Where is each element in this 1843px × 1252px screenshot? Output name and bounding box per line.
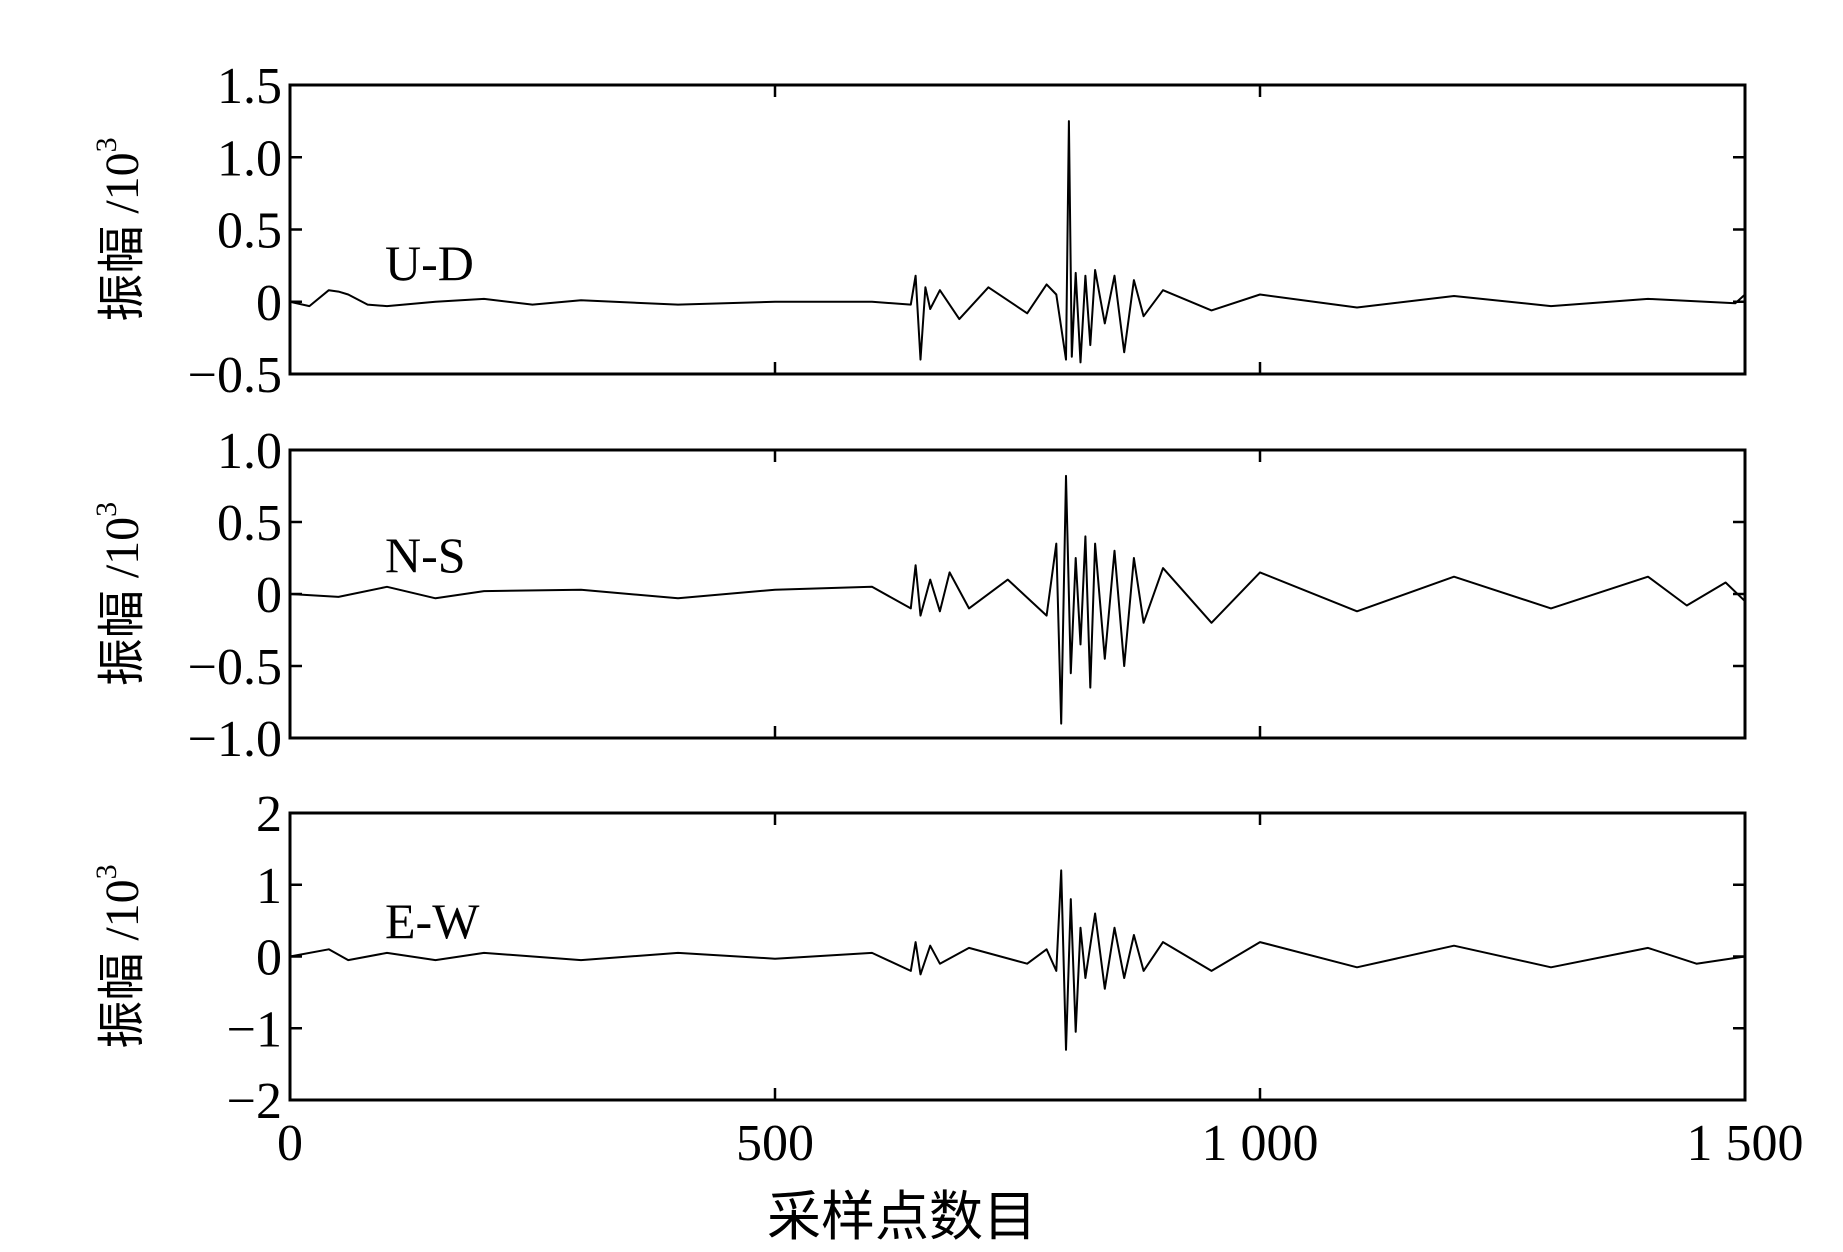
trace-u-d	[289, 120, 1746, 364]
x-tick-label: 1 500	[1687, 1115, 1804, 1172]
y-axis-label: 振幅 /103	[90, 137, 149, 321]
panels: −0.5 0 0.5 1.0 1.5 U-D 振幅 /103 −1.0 −0.5 0 0.5 1.0 N…	[90, 58, 1747, 1130]
trace-n-s	[289, 474, 1746, 725]
y-tick-label: 1.5	[217, 58, 282, 115]
y-tick-label: 2	[256, 786, 282, 843]
y-tick-label: 1.0	[217, 423, 282, 480]
y-axis-label: 振幅 /103	[90, 502, 149, 686]
panel-u-d: −0.5 0 0.5 1.0 1.5 U-D 振幅 /103	[90, 58, 1747, 404]
y-tick-label: −0.5	[188, 639, 282, 696]
y-tick-label: 1.0	[217, 130, 282, 187]
trace-e-w	[289, 869, 1746, 1051]
y-axis-label: 振幅 /103	[90, 864, 149, 1048]
component-label: U-D	[385, 235, 474, 291]
y-tick-label: −1.0	[188, 711, 282, 768]
y-tick-label: 0	[256, 567, 282, 624]
y-tick-label: −0.5	[188, 347, 282, 404]
y-tick-label: 0	[256, 930, 282, 987]
x-tick-label: 500	[736, 1115, 814, 1172]
component-label: N-S	[385, 527, 466, 583]
component-label: E-W	[385, 893, 480, 949]
x-tick-label: 1 000	[1202, 1115, 1319, 1172]
y-tick-label: −2	[227, 1073, 282, 1130]
y-tick-label: 1	[256, 858, 282, 915]
y-tick-label: 0.5	[217, 495, 282, 552]
y-tick-label: 0.5	[217, 203, 282, 260]
y-tick-label: 0	[256, 275, 282, 332]
x-tick-label: 0	[277, 1115, 303, 1172]
x-axis-label: 采样点数目	[767, 1187, 1037, 1247]
x-axis: 采样点数目 0 500 1 000 1 500	[277, 1115, 1804, 1247]
panel-n-s: −1.0 −0.5 0 0.5 1.0 N-S 振幅 /103	[90, 423, 1747, 768]
y-tick-label: −1	[227, 1001, 282, 1058]
panel-e-w: −2 −1 0 1 2 E-W 振幅 /103	[90, 786, 1747, 1130]
